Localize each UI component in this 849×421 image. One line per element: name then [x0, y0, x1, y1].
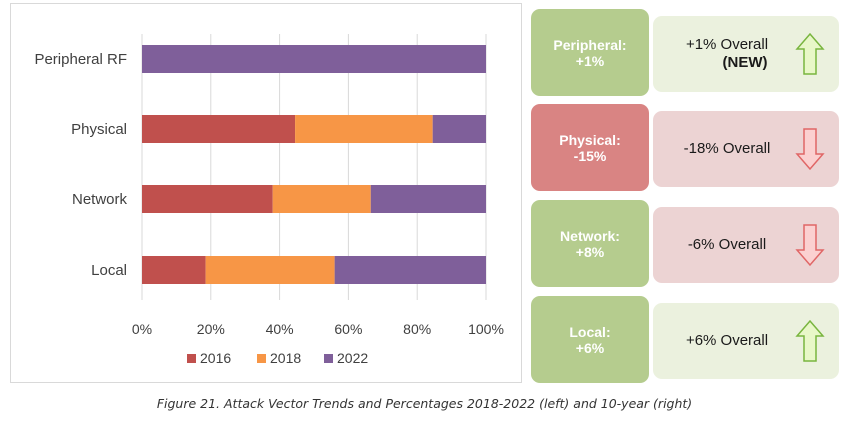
up-arrow-icon — [795, 319, 825, 362]
chart-frame: 0% 20% 40% 60% 80% 100% Peripheral RF Physical N… — [10, 3, 522, 383]
bar-local-2016 — [142, 256, 206, 284]
panel-row-local: Local: +6% +6% Overall — [531, 296, 840, 383]
x-tick-label: 80% — [403, 321, 431, 337]
legend-swatch-2022 — [324, 354, 333, 363]
x-tick-label: 100% — [468, 321, 504, 337]
x-tick-label: 0% — [132, 321, 152, 337]
category-label: Peripheral RF — [34, 51, 127, 68]
bar-physical-2022 — [432, 115, 486, 143]
panel-left-label: Local: — [569, 323, 611, 340]
legend-label: 2016 — [200, 350, 231, 366]
category-label: Local — [91, 262, 127, 279]
legend-label: 2018 — [270, 350, 301, 366]
panel-right-line1: -18% Overall — [683, 140, 771, 157]
up-arrow-icon — [795, 32, 825, 75]
down-arrow-icon — [795, 224, 825, 267]
panel-right-line1: +6% Overall — [685, 332, 769, 349]
bar-peripheral-rf-2022 — [142, 45, 486, 73]
bar-local-2018 — [205, 256, 335, 284]
legend-swatch-2018 — [257, 354, 266, 363]
x-tick-label: 40% — [266, 321, 294, 337]
panel-left-value: +8% — [575, 243, 605, 260]
legend-label: 2022 — [337, 350, 368, 366]
bar-local-2022 — [334, 256, 486, 284]
stacked-bar-chart: 0% 20% 40% 60% 80% 100% Peripheral RF Physical N… — [34, 34, 504, 366]
x-tick-label: 60% — [334, 321, 362, 337]
bar-physical-2018 — [295, 115, 433, 143]
panel-left-local: Local: +6% — [531, 296, 649, 383]
panel-row-physical: Physical: -15% -18% Overall — [531, 104, 840, 191]
bar-network-2018 — [272, 185, 371, 213]
down-arrow-icon — [795, 128, 825, 171]
legend-swatch-2016 — [187, 354, 196, 363]
panel-right-network: -6% Overall — [653, 207, 839, 283]
category-label: Network — [72, 191, 128, 208]
panel-row-peripheral: Peripheral: +1% +1% Overall (NEW) — [531, 9, 840, 96]
panel-left-label: Network: — [560, 227, 620, 244]
panel-left-value: +1% — [575, 52, 605, 69]
panel-left-value: -15% — [573, 147, 607, 164]
panel-left-label: Peripheral: — [553, 36, 627, 53]
panel-right-peripheral: +1% Overall (NEW) — [653, 16, 839, 92]
x-tick-label: 20% — [197, 321, 225, 337]
panel-left-network: Network: +8% — [531, 200, 649, 287]
panel-right-local: +6% Overall — [653, 303, 839, 379]
panel-right-physical: -18% Overall — [653, 111, 839, 187]
panel-left-peripheral: Peripheral: +1% — [531, 9, 649, 96]
panel-row-network: Network: +8% -6% Overall — [531, 200, 840, 287]
category-label: Physical — [71, 121, 127, 138]
panel-left-value: +6% — [575, 339, 605, 356]
panel-right-line1: +1% Overall — [685, 36, 769, 53]
bar-network-2022 — [370, 185, 486, 213]
bar-physical-2016 — [142, 115, 296, 143]
figure-caption: Figure 21. Attack Vector Trends and Perc… — [156, 396, 693, 411]
panel-right-line1: -6% Overall — [687, 236, 767, 253]
panel-left-physical: Physical: -15% — [531, 104, 649, 191]
panel-left-label: Physical: — [559, 131, 621, 148]
bar-network-2016 — [142, 185, 273, 213]
panel-right-line2: (NEW) — [722, 54, 768, 71]
